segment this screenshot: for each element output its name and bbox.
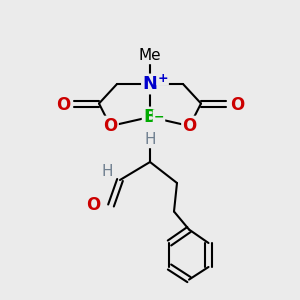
Text: −: −: [154, 110, 164, 124]
Text: H: H: [144, 132, 156, 147]
Text: O: O: [56, 96, 70, 114]
Text: B: B: [143, 108, 157, 126]
Text: O: O: [86, 196, 100, 214]
Text: Me: Me: [139, 48, 161, 63]
Text: O: O: [103, 117, 118, 135]
Text: O: O: [230, 96, 244, 114]
Text: O: O: [182, 117, 197, 135]
Text: +: +: [157, 71, 168, 85]
Text: H: H: [101, 164, 112, 179]
Text: N: N: [142, 75, 158, 93]
